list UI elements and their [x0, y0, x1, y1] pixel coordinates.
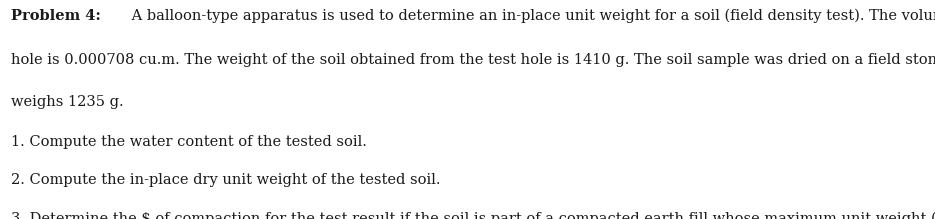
Text: 1. Compute the water content of the tested soil.: 1. Compute the water content of the test… [11, 135, 367, 149]
Text: 2. Compute the in-place dry unit weight of the tested soil.: 2. Compute the in-place dry unit weight … [11, 173, 440, 187]
Text: Problem 4:: Problem 4: [11, 9, 101, 23]
Text: weighs 1235 g.: weighs 1235 g. [11, 95, 123, 109]
Text: A balloon-type apparatus is used to determine an in-place unit weight for a soil: A balloon-type apparatus is used to dete… [127, 9, 935, 23]
Text: 3. Determine the $ of compaction for the test result if the soil is part of a co: 3. Determine the $ of compaction for the… [11, 211, 935, 219]
Text: hole is 0.000708 cu.m. The weight of the soil obtained from the test hole is 141: hole is 0.000708 cu.m. The weight of the… [11, 53, 935, 67]
